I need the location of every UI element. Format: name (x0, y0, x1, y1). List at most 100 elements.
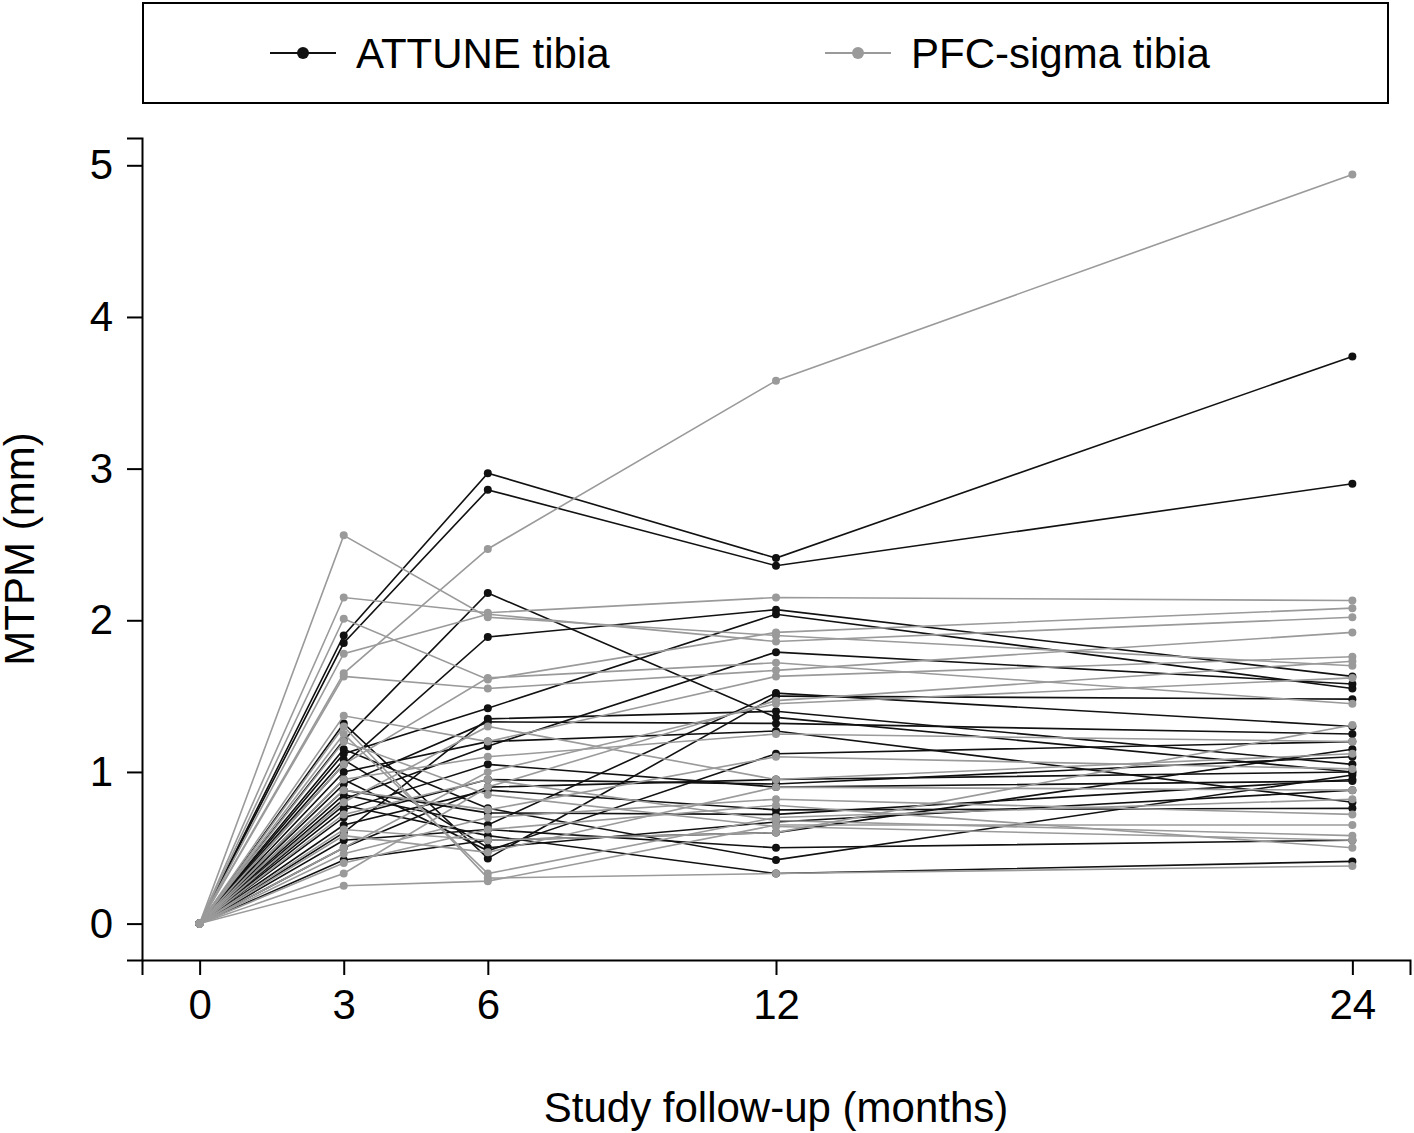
point (196, 920, 204, 928)
point (772, 783, 780, 791)
point (484, 589, 492, 597)
point (196, 920, 204, 928)
point (484, 768, 492, 776)
patient-line (200, 652, 1353, 923)
point (772, 844, 780, 852)
point (340, 531, 348, 539)
y-axis: 012345 (90, 139, 143, 961)
y-axis-title: MTPM (mm) (0, 432, 43, 665)
legend-box (143, 3, 1388, 103)
point (772, 672, 780, 680)
y-tick-mark (127, 923, 142, 925)
point (340, 594, 348, 602)
point (196, 920, 204, 928)
series (196, 170, 1357, 927)
point (1348, 738, 1356, 746)
point (484, 848, 492, 856)
point (196, 920, 204, 928)
point (196, 920, 204, 928)
patient-line (200, 799, 1353, 923)
point (196, 920, 204, 928)
patient-line (200, 764, 1353, 923)
patient-line (200, 757, 1353, 924)
legend: ATTUNE tibiaPFC-sigma tibia (143, 3, 1388, 103)
x-tick-label: 0 (188, 981, 211, 1028)
point (772, 829, 780, 837)
point (196, 920, 204, 928)
point (1348, 765, 1356, 773)
point (196, 920, 204, 928)
y-tick-label: 1 (90, 748, 113, 795)
patient-line (200, 722, 1353, 924)
x-tick-mark (1352, 960, 1354, 975)
point (772, 730, 780, 738)
point (340, 786, 348, 794)
point (196, 920, 204, 928)
patient-line (200, 632, 1353, 923)
point (196, 920, 204, 928)
point (196, 920, 204, 928)
point (196, 920, 204, 928)
point (1348, 786, 1356, 794)
point (196, 920, 204, 928)
point (340, 798, 348, 806)
point (196, 920, 204, 928)
point (340, 722, 348, 730)
x-tick: 24 (1330, 960, 1377, 1028)
point (196, 920, 204, 928)
point (484, 738, 492, 746)
point (196, 920, 204, 928)
patient-line (200, 484, 1353, 924)
patient-line (200, 825, 1353, 924)
patient-line (200, 830, 1353, 924)
x-tick-mark (199, 960, 201, 975)
point (1348, 657, 1356, 665)
y-tick: 0 (90, 900, 142, 947)
legend-marker (297, 47, 309, 59)
point (196, 920, 204, 928)
point (772, 610, 780, 618)
patient-line (200, 731, 1353, 924)
point (340, 650, 348, 658)
point (484, 776, 492, 784)
point (772, 689, 780, 697)
patient-line (200, 742, 1353, 924)
y-tick: 1 (90, 748, 142, 795)
point (196, 920, 204, 928)
patient-line (200, 356, 1353, 923)
patient-line (200, 805, 1353, 923)
y-tick-mark (127, 316, 142, 318)
patient-line (200, 734, 1353, 924)
point (1348, 750, 1356, 758)
point (772, 856, 780, 864)
patient-line (200, 711, 1353, 923)
point (1348, 721, 1356, 729)
point (772, 594, 780, 602)
y-tick-label: 0 (90, 900, 113, 947)
point (1348, 170, 1356, 178)
point (196, 920, 204, 928)
x-tick-mark (343, 960, 345, 975)
patient-line (200, 760, 1353, 924)
point (484, 870, 492, 878)
point (772, 776, 780, 784)
point (1348, 352, 1356, 360)
x-tick-label: 3 (333, 981, 356, 1028)
point (484, 685, 492, 693)
point (340, 776, 348, 784)
patient-line (200, 661, 1353, 923)
point (1348, 832, 1356, 840)
point (340, 760, 348, 768)
point (772, 554, 780, 562)
point (484, 783, 492, 791)
patient-line (200, 657, 1353, 924)
y-tick-mark (127, 165, 142, 167)
point (772, 659, 780, 667)
point (1348, 480, 1356, 488)
point (772, 377, 780, 385)
x-tick-mark (776, 960, 778, 975)
point (484, 776, 492, 784)
point (772, 638, 780, 646)
point (196, 920, 204, 928)
x-tick: 3 (333, 960, 356, 1028)
